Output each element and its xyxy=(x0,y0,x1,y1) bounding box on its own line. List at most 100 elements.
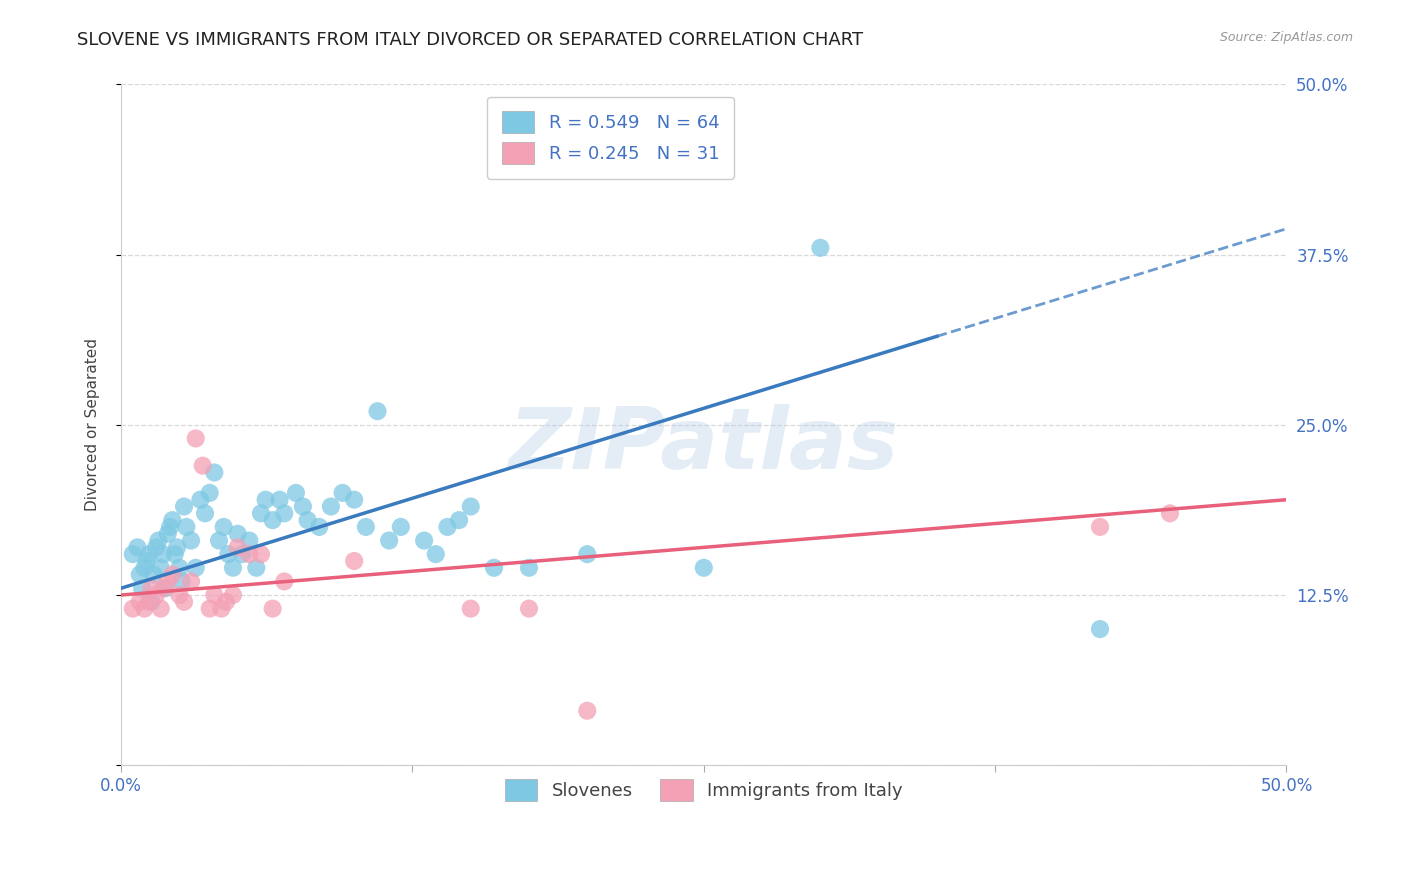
Point xyxy=(198,601,221,615)
Point xyxy=(159,520,181,534)
Point xyxy=(517,601,540,615)
Point xyxy=(176,520,198,534)
Point xyxy=(262,601,284,615)
Point xyxy=(184,561,207,575)
Point xyxy=(148,533,170,548)
Point xyxy=(343,554,366,568)
Point xyxy=(1088,622,1111,636)
Point xyxy=(194,506,217,520)
Point xyxy=(162,567,184,582)
Point xyxy=(141,595,163,609)
Point xyxy=(1088,520,1111,534)
Legend: Slovenes, Immigrants from Italy: Slovenes, Immigrants from Italy xyxy=(492,767,915,814)
Point xyxy=(131,581,153,595)
Point xyxy=(222,561,245,575)
Point xyxy=(517,561,540,575)
Text: ZIPatlas: ZIPatlas xyxy=(509,404,898,487)
Point xyxy=(254,492,277,507)
Point xyxy=(297,513,319,527)
Point xyxy=(155,581,177,595)
Point xyxy=(413,533,436,548)
Point xyxy=(808,241,831,255)
Point xyxy=(208,533,231,548)
Point xyxy=(202,466,225,480)
Point xyxy=(436,520,458,534)
Point xyxy=(231,547,253,561)
Point xyxy=(135,554,157,568)
Point xyxy=(173,500,195,514)
Point xyxy=(226,526,249,541)
Point xyxy=(180,533,202,548)
Point xyxy=(209,601,232,615)
Point xyxy=(291,500,314,514)
Point xyxy=(134,601,156,615)
Point xyxy=(238,547,260,561)
Point xyxy=(222,588,245,602)
Point xyxy=(198,486,221,500)
Point xyxy=(191,458,214,473)
Point xyxy=(128,567,150,582)
Point xyxy=(389,520,412,534)
Point xyxy=(449,513,471,527)
Point xyxy=(152,581,174,595)
Point xyxy=(138,547,160,561)
Point xyxy=(425,547,447,561)
Point xyxy=(169,588,191,602)
Point xyxy=(145,588,167,602)
Point xyxy=(378,533,401,548)
Point xyxy=(190,492,212,507)
Point xyxy=(217,547,239,561)
Point xyxy=(262,513,284,527)
Point xyxy=(460,601,482,615)
Point xyxy=(142,567,165,582)
Point xyxy=(170,574,193,589)
Point xyxy=(166,541,188,555)
Point xyxy=(308,520,330,534)
Point xyxy=(1159,506,1181,520)
Point xyxy=(121,547,143,561)
Point xyxy=(250,547,273,561)
Point xyxy=(156,574,179,589)
Point xyxy=(250,506,273,520)
Point xyxy=(141,581,163,595)
Point xyxy=(202,588,225,602)
Point xyxy=(319,500,342,514)
Point xyxy=(149,561,172,575)
Point xyxy=(238,533,260,548)
Point xyxy=(273,574,295,589)
Point xyxy=(149,601,172,615)
Point xyxy=(212,520,235,534)
Point xyxy=(245,561,267,575)
Point xyxy=(460,500,482,514)
Text: SLOVENE VS IMMIGRANTS FROM ITALY DIVORCED OR SEPARATED CORRELATION CHART: SLOVENE VS IMMIGRANTS FROM ITALY DIVORCE… xyxy=(77,31,863,49)
Point xyxy=(128,595,150,609)
Point xyxy=(269,492,291,507)
Point xyxy=(156,526,179,541)
Point xyxy=(284,486,307,500)
Point xyxy=(215,595,238,609)
Point xyxy=(152,547,174,561)
Point xyxy=(184,432,207,446)
Point xyxy=(134,561,156,575)
Point xyxy=(576,547,599,561)
Text: Source: ZipAtlas.com: Source: ZipAtlas.com xyxy=(1219,31,1353,45)
Point xyxy=(576,704,599,718)
Point xyxy=(169,561,191,575)
Point xyxy=(332,486,354,500)
Point xyxy=(366,404,388,418)
Point xyxy=(162,513,184,527)
Point xyxy=(343,492,366,507)
Point xyxy=(180,574,202,589)
Point xyxy=(693,561,716,575)
Point xyxy=(354,520,377,534)
Point xyxy=(173,595,195,609)
Point xyxy=(482,561,505,575)
Y-axis label: Divorced or Separated: Divorced or Separated xyxy=(86,338,100,511)
Point xyxy=(226,541,249,555)
Point xyxy=(145,541,167,555)
Point xyxy=(121,601,143,615)
Point xyxy=(127,541,149,555)
Point xyxy=(163,547,186,561)
Point xyxy=(273,506,295,520)
Point xyxy=(138,595,160,609)
